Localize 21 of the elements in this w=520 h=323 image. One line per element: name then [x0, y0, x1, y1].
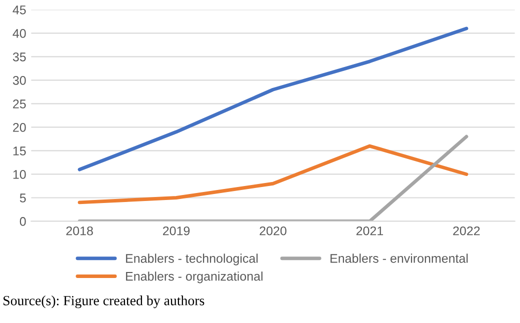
y-tick-label: 15 — [13, 146, 26, 156]
source-note: Source(s): Figure created by authors — [4, 296, 204, 308]
x-tick-label: 2018 — [66, 226, 93, 236]
y-tick-label: 10 — [13, 170, 26, 179]
y-tick-label: 40 — [12, 29, 26, 38]
line-series — [78, 26, 468, 172]
y-tick-label: 5 — [20, 194, 26, 202]
y-tick-label: 30 — [12, 76, 26, 85]
x-tick-label: 2021 — [356, 226, 384, 236]
line-series — [78, 144, 468, 204]
x-tick-label: 2019 — [163, 226, 190, 236]
y-tick-label: 45 — [12, 6, 26, 14]
legend-label: Enablers - technological — [126, 254, 258, 266]
y-tick-label: 25 — [13, 100, 26, 108]
y-tick-label: 20 — [13, 123, 26, 132]
x-tick-label: 2022 — [453, 226, 480, 236]
y-tick-label: 35 — [12, 52, 26, 62]
legend-label: Enablers - environmental — [330, 254, 468, 263]
legend-label: Enablers - organizational — [126, 272, 262, 284]
y-tick-label: 0 — [20, 217, 26, 226]
x-tick-label: 2020 — [260, 226, 286, 236]
